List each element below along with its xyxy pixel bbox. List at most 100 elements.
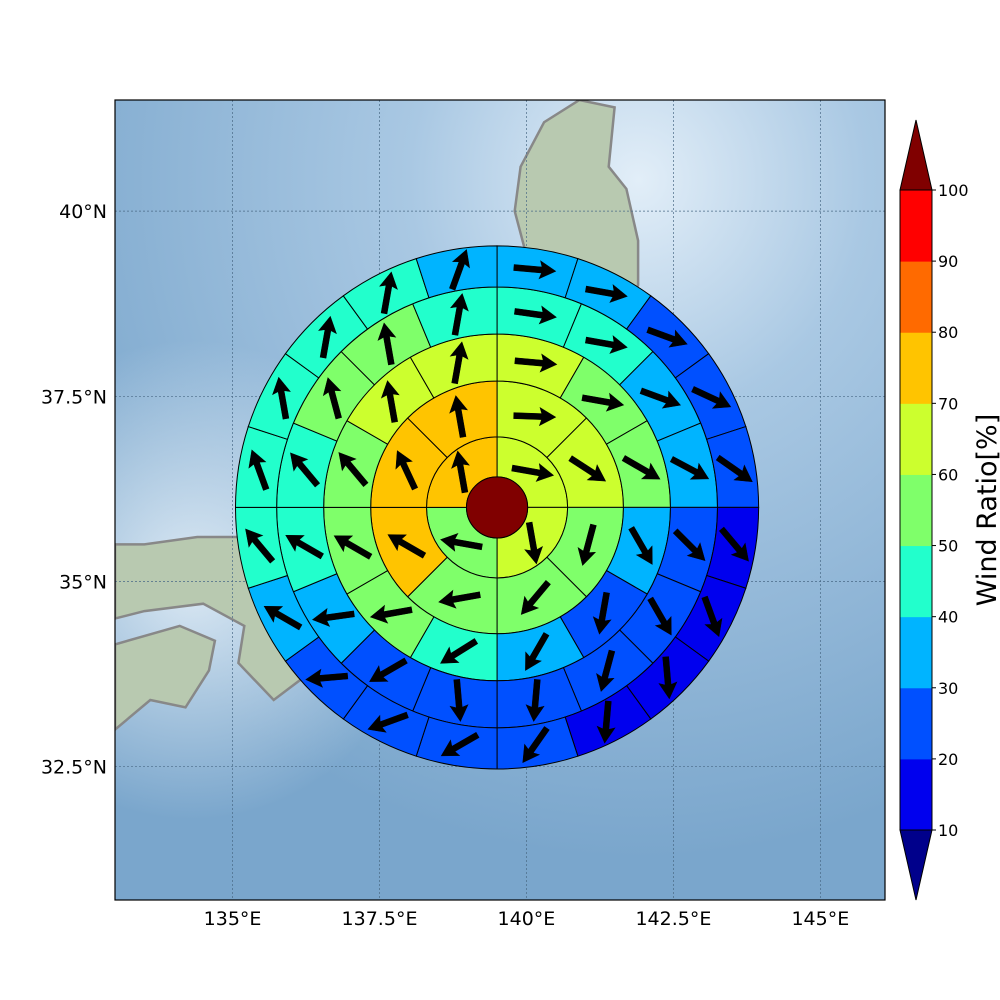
longitude-tick-label: 137.5°E	[342, 908, 418, 930]
colorbar-tick-label: 70	[938, 394, 958, 413]
wind-arrow	[377, 322, 397, 366]
wind-ratio-rings	[234, 245, 760, 770]
wind-arrow	[285, 535, 324, 560]
wind-arrow	[379, 271, 398, 315]
colorbar-outline	[899, 189, 933, 831]
wind-arrow	[672, 528, 706, 562]
colorbar-tick-label: 20	[938, 750, 958, 769]
wind-arrow	[450, 293, 469, 336]
wind-arrow	[440, 533, 483, 552]
wind-arrow	[338, 452, 369, 487]
wind-arrow	[520, 580, 551, 615]
wind-arrow	[322, 377, 342, 420]
colorbar-tick-label: 60	[938, 465, 958, 484]
wind-arrow	[511, 463, 554, 482]
longitude-tick-label: 140°E	[498, 908, 556, 930]
latitude-tick-label: 32.5°N	[41, 757, 107, 779]
colorbar-tick-label: 30	[938, 679, 958, 698]
wind-arrow	[369, 604, 413, 624]
wind-arrow	[449, 679, 469, 722]
wind-arrow	[440, 731, 480, 757]
map-frame	[115, 100, 885, 900]
wind-arrow	[513, 407, 557, 427]
latitude-tick-label: 37.5°N	[41, 386, 107, 408]
colorbar-tick-label: 80	[938, 323, 958, 342]
wind-arrow	[438, 589, 481, 609]
wind-arrow	[369, 657, 408, 682]
latitude-tick-label: 40°N	[59, 201, 107, 223]
colorbar-tick-label: 10	[938, 821, 958, 840]
wind-arrow	[592, 591, 612, 635]
latitude-tick-label: 35°N	[59, 571, 107, 593]
wind-arrow	[658, 656, 678, 700]
plot-border	[114, 99, 886, 901]
wind-arrow	[387, 534, 427, 559]
wind-arrow	[715, 454, 753, 483]
wind-arrow	[647, 596, 672, 636]
wind-arrow	[628, 526, 653, 565]
colorbar-bin	[900, 474, 932, 547]
colorbar-bin	[900, 545, 932, 618]
colorbar-bin	[900, 190, 932, 262]
wind-arrow	[585, 284, 628, 303]
colorbar-bin	[900, 261, 932, 333]
wind-arrow	[718, 526, 749, 562]
wind-arrow	[263, 606, 303, 631]
wind-arrow	[522, 726, 550, 764]
wind-arrow	[524, 521, 543, 565]
wind-arrow	[581, 392, 625, 412]
colorbar-bin	[900, 616, 932, 689]
colorbar: 10 20 30 40 50 60 70 80 90 100	[899, 119, 969, 901]
wind-arrow	[596, 700, 616, 744]
wind-arrow	[646, 326, 688, 348]
colorbar-bin	[900, 687, 932, 760]
wind-arrow	[449, 341, 469, 385]
wind-arrow	[701, 595, 723, 638]
wind-arrow	[451, 450, 470, 494]
colorbar-tick-label: 40	[938, 608, 958, 627]
wind-arrows	[245, 249, 753, 764]
colorbar-over-extension	[899, 119, 933, 191]
colorbar-tick-label: 90	[938, 252, 958, 271]
wind-arrow	[639, 387, 682, 409]
longitude-tick-labels: 135°E 137.5°E 140°E 142.5°E 145°E	[204, 908, 850, 930]
longitude-tick-label: 142.5°E	[635, 908, 711, 930]
latitude-tick-labels: 40°N 37.5°N 35°N 32.5°N	[41, 201, 107, 779]
wind-arrow	[514, 305, 557, 325]
wind-arrow	[333, 535, 373, 560]
wind-arrow	[290, 452, 321, 488]
center-disc	[465, 476, 529, 539]
wind-arrow	[305, 668, 349, 688]
wind-arrow	[395, 450, 419, 491]
land-polygon	[115, 624, 217, 732]
wind-arrow	[577, 523, 597, 566]
longitude-tick-label: 145°E	[791, 908, 849, 930]
colorbar-bin	[900, 758, 932, 831]
wind-arrow	[513, 260, 557, 280]
wind-arrow	[585, 335, 628, 354]
wind-arrow	[449, 395, 468, 438]
wind-arrow	[449, 249, 470, 291]
wind-arrow	[525, 679, 545, 722]
colorbar-tick-label: 50	[938, 537, 958, 556]
colorbar-under-extension	[899, 829, 933, 901]
colorbar-bin	[900, 332, 932, 404]
wind-arrow	[367, 711, 409, 733]
wind-arrow	[596, 649, 616, 692]
wind-arrow	[568, 455, 607, 482]
wind-arrow	[245, 528, 276, 564]
wind-arrow	[380, 380, 400, 423]
wind-arrow	[621, 455, 661, 480]
wind-arrow	[272, 376, 291, 420]
colorbar-bin	[900, 403, 932, 475]
wind-arrow	[669, 456, 710, 480]
wind-arrow	[691, 386, 732, 409]
colorbar-title: Wind Ratio[%]	[972, 414, 1000, 606]
wind-arrow	[318, 315, 337, 359]
wind-arrow	[440, 638, 479, 664]
wind-arrow	[514, 353, 558, 373]
wind-arrow	[311, 607, 355, 627]
wind-arrow	[248, 449, 270, 491]
longitude-tick-label: 135°E	[204, 908, 262, 930]
